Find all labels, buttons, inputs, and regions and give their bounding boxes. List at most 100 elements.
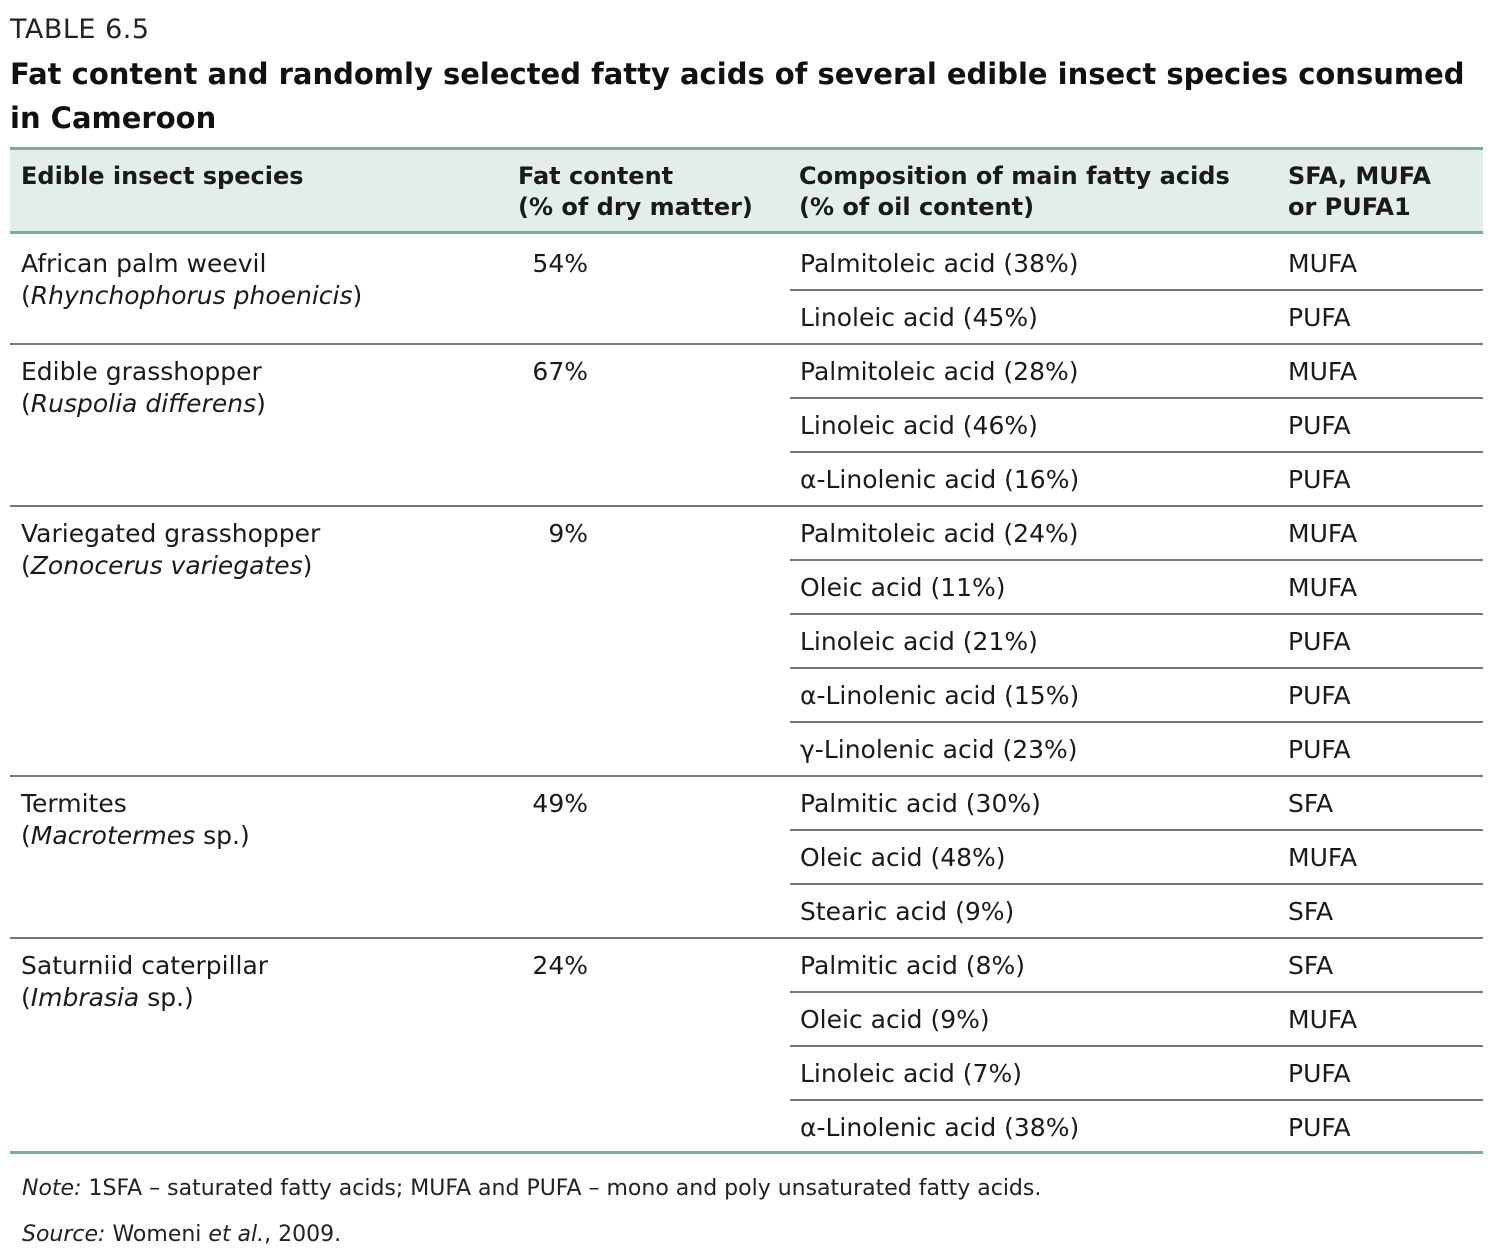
species-sci-italic: Macrotermes [30, 821, 196, 850]
fatty-acid-cell: α-Linolenic acid (38%) [800, 1113, 1080, 1142]
fat-content-cell: 49% [532, 789, 588, 818]
header-acid-type: SFA, MUFA or PUFA1 [1288, 161, 1431, 223]
species-scientific-name: (Zonocerus variegates) [21, 550, 320, 582]
species-common-name: Termites [21, 789, 127, 818]
header-species-label: Edible insect species [21, 162, 304, 190]
row-divider [790, 991, 1483, 993]
species-cell: Edible grasshopper (Ruspolia differens) [21, 356, 266, 420]
header-type-line1: SFA, MUFA [1288, 162, 1432, 190]
acid-type-cell: SFA [1288, 897, 1334, 926]
species-sci-italic: Imbrasia [30, 983, 140, 1012]
group-divider [10, 505, 1483, 507]
acid-type-cell: MUFA [1288, 357, 1358, 386]
acid-type-cell: PUFA [1288, 465, 1351, 494]
species-cell: Variegated grasshopper (Zonocerus variega… [21, 518, 320, 582]
species-sci-open: ( [21, 389, 31, 418]
note-label: Note: [22, 1176, 82, 1201]
table-title: Fat content and randomly selected fatty … [10, 57, 1465, 135]
row-divider [790, 883, 1483, 885]
fatty-acid-cell: Palmitoleic acid (38%) [800, 249, 1079, 278]
fatty-acid-cell: Palmitic acid (30%) [800, 789, 1041, 818]
fat-content-cell: 9% [548, 519, 588, 548]
note-text: 1SFA – saturated fatty acids; MUFA and P… [81, 1176, 1042, 1201]
row-divider [790, 451, 1483, 453]
species-common-name: Saturniid caterpillar [21, 951, 269, 980]
fatty-acid-cell: Linoleic acid (7%) [800, 1059, 1022, 1088]
header-comp-line2: (% of oil content) [799, 193, 1035, 221]
fatty-acid-cell: Palmitic acid (8%) [800, 951, 1025, 980]
source-label: Source: [22, 1222, 106, 1247]
species-scientific-name: (Rhynchophorus phoenicis) [21, 280, 362, 312]
table-header-row: Edible insect species Fat content (% of … [10, 147, 1483, 234]
acid-type-cell: SFA [1288, 789, 1334, 818]
acid-type-cell: PUFA [1288, 1113, 1351, 1142]
header-composition: Composition of main fatty acids (% of oi… [799, 161, 1230, 223]
source-etal: et al. [208, 1222, 265, 1247]
fatty-acid-cell: Linoleic acid (45%) [800, 303, 1038, 332]
species-sci-close: ) [256, 389, 266, 418]
species-cell: Termites (Macrotermes sp.) [21, 788, 250, 852]
species-cell: African palm weevil (Rhynchophorus phoeni… [21, 248, 362, 312]
species-sci-open: ( [21, 551, 31, 580]
species-common-name: African palm weevil [21, 249, 267, 278]
header-fat-content: Fat content (% of dry matter) [518, 161, 753, 223]
species-sci-italic: Rhynchophorus phoenicis [30, 281, 353, 310]
acid-type-cell: PUFA [1288, 303, 1351, 332]
species-sci-close: ) [302, 551, 313, 580]
acid-type-cell: PUFA [1288, 627, 1351, 656]
species-scientific-name: (Ruspolia differens) [21, 388, 266, 420]
header-type-line2: or PUFA1 [1288, 193, 1411, 221]
group-divider [10, 343, 1483, 345]
species-common-name: Edible grasshopper [21, 357, 262, 386]
fat-content-cell: 24% [532, 951, 588, 980]
acid-type-cell: PUFA [1288, 1059, 1351, 1088]
row-divider [790, 613, 1483, 615]
header-fat-line2: (% of dry matter) [518, 193, 753, 221]
species-sci-open: ( [21, 281, 31, 310]
species-sci-italic: Zonocerus variegates [30, 551, 303, 580]
fatty-acid-cell: γ-Linolenic acid (23%) [800, 735, 1078, 764]
table-note: Note: 1SFA – saturated fatty acids; MUFA… [22, 1176, 1041, 1201]
row-divider [790, 559, 1483, 561]
row-divider [790, 721, 1483, 723]
acid-type-cell: SFA [1288, 951, 1334, 980]
acid-type-cell: MUFA [1288, 519, 1358, 548]
fatty-acid-cell: Oleic acid (11%) [800, 573, 1006, 602]
group-divider [10, 937, 1483, 939]
fatty-acid-cell: α-Linolenic acid (16%) [800, 465, 1080, 494]
fat-content-cell: 54% [532, 249, 588, 278]
species-sci-close: sp.) [139, 983, 194, 1012]
header-fat-line1: Fat content [518, 162, 674, 190]
fatty-acid-cell: Palmitoleic acid (24%) [800, 519, 1079, 548]
fatty-acid-cell: Stearic acid (9%) [800, 897, 1015, 926]
row-divider [790, 829, 1483, 831]
source-year: , 2009. [264, 1222, 342, 1247]
acid-type-cell: PUFA [1288, 681, 1351, 710]
fatty-acid-cell: Linoleic acid (21%) [800, 627, 1038, 656]
acid-type-cell: MUFA [1288, 843, 1358, 872]
header-species: Edible insect species [21, 161, 304, 192]
species-scientific-name: (Imbrasia sp.) [21, 982, 268, 1014]
row-divider [790, 667, 1483, 669]
fatty-acid-cell: Oleic acid (48%) [800, 843, 1006, 872]
species-sci-italic: Ruspolia differens [30, 389, 257, 418]
acid-type-cell: PUFA [1288, 411, 1351, 440]
group-divider [10, 775, 1483, 777]
table-source: Source: Womeni et al., 2009. [22, 1222, 341, 1247]
acid-type-cell: MUFA [1288, 249, 1358, 278]
fatty-acid-cell: Oleic acid (9%) [800, 1005, 990, 1034]
header-comp-line1: Composition of main fatty acids [799, 162, 1230, 190]
species-scientific-name: (Macrotermes sp.) [21, 820, 250, 852]
row-divider [790, 1099, 1483, 1101]
fatty-acid-cell: α-Linolenic acid (15%) [800, 681, 1080, 710]
fatty-acid-cell: Palmitoleic acid (28%) [800, 357, 1079, 386]
source-author: Womeni [105, 1222, 209, 1247]
species-common-name: Variegated grasshopper [21, 519, 321, 548]
fatty-acid-cell: Linoleic acid (46%) [800, 411, 1038, 440]
row-divider [790, 397, 1483, 399]
table-number: TABLE 6.5 [10, 14, 150, 45]
species-cell: Saturniid caterpillar (Imbrasia sp.) [21, 950, 268, 1014]
species-sci-close: ) [352, 281, 363, 310]
row-divider [790, 1045, 1483, 1047]
